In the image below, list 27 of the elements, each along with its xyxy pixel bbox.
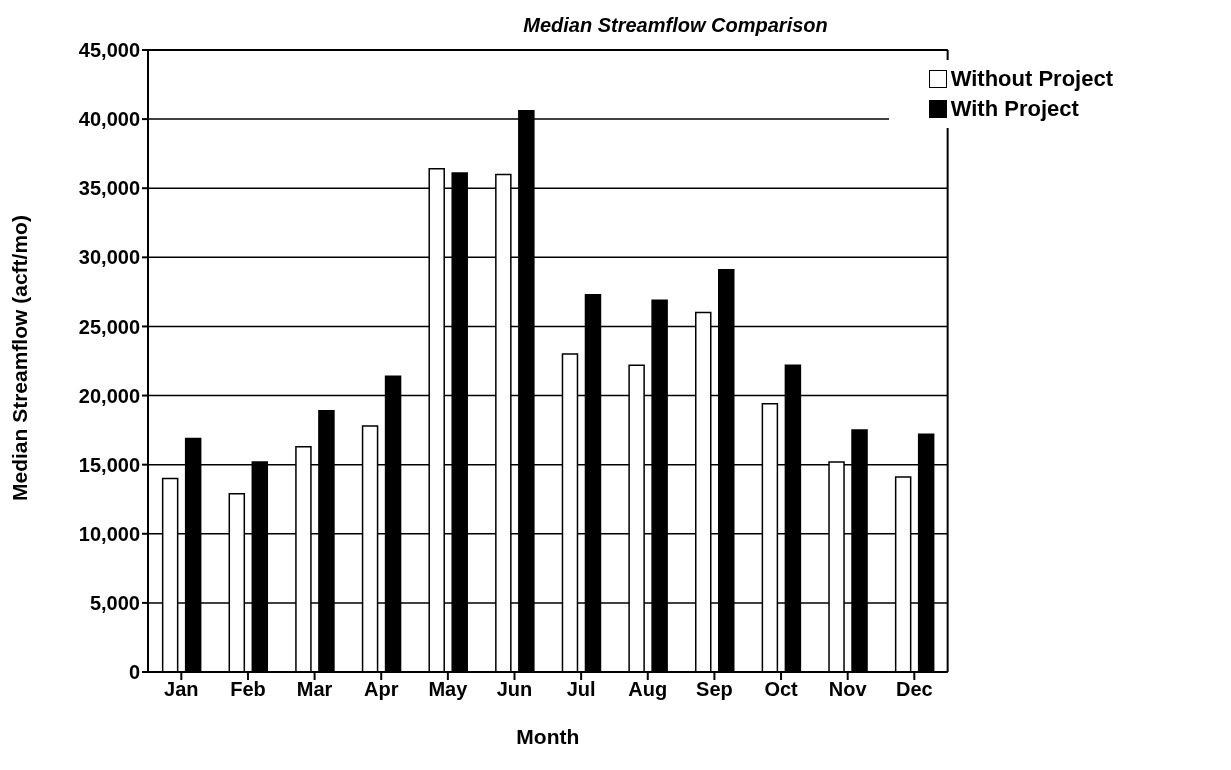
y-tick-label: 15,000 [78, 453, 140, 476]
x-tick-label: Mar [296, 678, 333, 701]
x-tick-label: Nov [828, 678, 868, 701]
x-tick-label: Feb [230, 678, 266, 701]
x-tick-label: Jun [496, 678, 533, 701]
y-axis-title: Median Streamflow (acft/mo) [8, 215, 32, 501]
legend-label: Without Project [950, 65, 1113, 93]
x-tick-label: Jan [164, 678, 199, 701]
x-tick-label: May [428, 678, 469, 701]
y-tick-label: 25,000 [78, 315, 140, 338]
x-tick-label: Apr [364, 678, 399, 701]
y-tick-label: 35,000 [78, 177, 140, 200]
y-tick-label: 45,000 [78, 39, 140, 62]
x-tick-label: Sep [696, 678, 733, 701]
x-tick-label: Oct [764, 678, 799, 701]
x-tick-label: Aug [628, 678, 668, 701]
legend-label: With Project [950, 95, 1079, 123]
y-tick-label: 5,000 [89, 591, 140, 614]
x-tick-label: Dec [895, 678, 933, 701]
y-tick-label: 0 [128, 661, 140, 684]
y-tick-label: 40,000 [78, 108, 140, 131]
y-tick-label: 20,000 [78, 384, 140, 407]
x-axis-title: Month [516, 725, 580, 748]
x-tick-label: Jul [566, 678, 596, 701]
y-tick-label: 10,000 [78, 522, 140, 545]
y-tick-label: 30,000 [78, 246, 140, 269]
chart-title: Median Streamflow Comparison [523, 14, 828, 36]
